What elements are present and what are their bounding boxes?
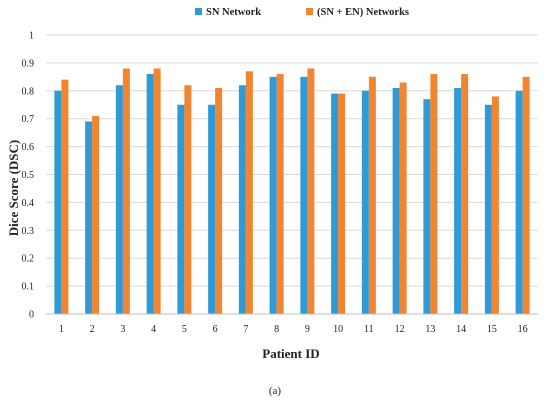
bar-sn-en-15: [491, 96, 499, 314]
x-tick-label: 6: [213, 324, 218, 335]
legend-swatch-sn: [195, 8, 202, 15]
y-axis-ticks: 0 0.1 0.2 0.3 0.4 0.5 0.6 0.7 0.8 0.9 1: [22, 31, 35, 321]
y-tick-label: 0.3: [22, 226, 35, 237]
y-axis-title: Dice Score (DSC): [6, 140, 21, 237]
bar-sn-16: [515, 90, 523, 314]
bar-sn-en-10: [338, 93, 346, 314]
legend-label-sn-en: (SN + EN) Networks: [317, 7, 409, 18]
bar-sn-8: [269, 76, 277, 314]
y-tick-label: 0.1: [22, 282, 35, 293]
y-tick-label: 0.2: [22, 254, 35, 265]
bar-sn-en-13: [430, 74, 438, 314]
x-tick-label: 4: [151, 324, 156, 335]
bar-sn-en-2: [92, 115, 100, 314]
bar-sn-15: [484, 104, 492, 314]
x-tick-label: 14: [456, 324, 466, 335]
bar-sn-en-12: [399, 82, 407, 315]
bar-sn-en-11: [368, 76, 376, 314]
x-tick-label: 7: [243, 324, 248, 335]
x-tick-label: 8: [274, 324, 279, 335]
y-tick-label: 0.4: [22, 198, 35, 209]
bar-sn-en-7: [245, 71, 253, 315]
bar-sn-en-9: [307, 68, 315, 314]
bar-sn-en-4: [153, 68, 161, 314]
bar-sn-4: [146, 74, 154, 314]
bar-sn-en-6: [215, 88, 223, 314]
bar-sn-14: [454, 88, 462, 314]
legend-swatch-sn-en: [306, 8, 313, 15]
bar-sn-en-5: [184, 85, 192, 314]
legend: SN Network (SN + EN) Networks: [195, 7, 409, 18]
x-axis-ticks: 1 2 3 4 5 6 7 8 9 10 11 12 13 14 15 16: [59, 324, 528, 335]
y-tick-label: 0: [29, 310, 34, 321]
bar-sn-13: [423, 99, 431, 314]
x-tick-label: 9: [305, 324, 310, 335]
y-tick-label: 0.6: [22, 142, 35, 153]
bar-sn-6: [208, 104, 216, 314]
bar-sn-12: [392, 88, 400, 314]
x-tick-label: 11: [364, 324, 374, 335]
bar-sn-en-1: [61, 79, 69, 314]
legend-label-sn: SN Network: [206, 7, 261, 18]
bars: [54, 68, 530, 315]
x-tick-label: 3: [120, 324, 125, 335]
bar-sn-en-14: [461, 74, 469, 314]
x-tick-label: 12: [395, 324, 405, 335]
bar-sn-5: [177, 104, 185, 314]
bar-sn-10: [331, 93, 339, 314]
x-tick-label: 16: [518, 324, 528, 335]
bar-sn-11: [361, 90, 369, 314]
bar-sn-3: [115, 85, 123, 314]
bar-sn-7: [238, 85, 246, 314]
y-tick-label: 0.7: [22, 114, 35, 125]
x-tick-label: 15: [487, 324, 497, 335]
x-tick-label: 2: [90, 324, 95, 335]
bar-sn-en-16: [522, 76, 530, 314]
x-tick-label: 1: [59, 324, 64, 335]
y-tick-label: 0.5: [22, 170, 35, 181]
bar-sn-en-8: [276, 74, 284, 314]
x-tick-label: 13: [425, 324, 435, 335]
bar-sn-1: [54, 90, 62, 314]
x-axis-title: Patient ID: [262, 346, 319, 361]
bar-sn-2: [85, 121, 93, 315]
figure-caption: (a): [269, 385, 282, 397]
y-tick-label: 1: [29, 31, 34, 42]
y-tick-label: 0.9: [22, 58, 35, 69]
x-tick-label: 10: [333, 324, 343, 335]
x-tick-label: 5: [182, 324, 187, 335]
bar-sn-en-3: [122, 68, 130, 314]
y-tick-label: 0.8: [22, 86, 35, 97]
bar-sn-9: [300, 76, 308, 314]
